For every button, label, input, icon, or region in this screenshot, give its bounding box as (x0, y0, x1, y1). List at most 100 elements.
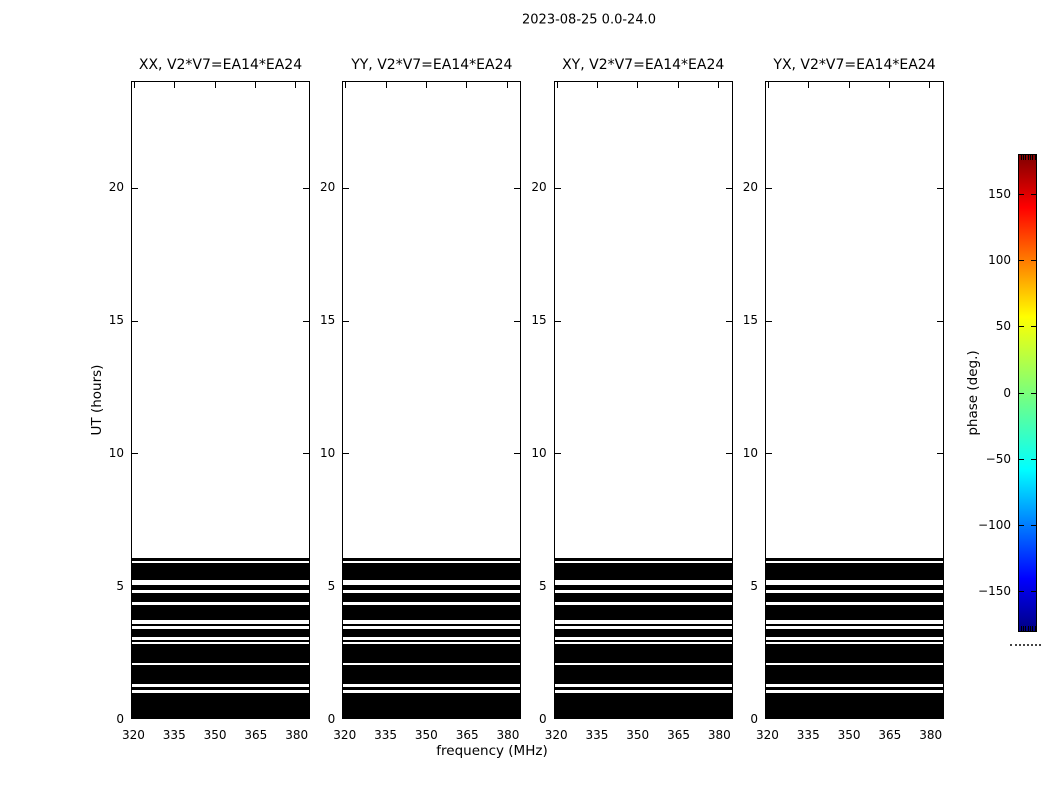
data-band (766, 562, 943, 581)
data-band (554, 605, 732, 621)
colorbar-tick-label: −50 (985, 451, 1011, 466)
y-tick-left (132, 453, 138, 454)
figure-title: 2023-08-25 0.0-24.0 (522, 12, 656, 28)
y-tick-right (937, 320, 943, 322)
y-tick-left (132, 188, 138, 189)
data-band (766, 644, 943, 663)
y-tick-label: 10 (108, 445, 124, 460)
y-tick-label: 10 (531, 445, 547, 460)
x-tick-top (637, 82, 639, 88)
subplot-yy: YY, V2*V7=EA14*EA24 0 5 10 15 20 320 335 350 365… (320, 57, 522, 742)
subplot-title: XY, V2*V7=EA14*EA24 (562, 57, 725, 73)
plot-area (131, 81, 310, 719)
x-tick-label: 320 (333, 728, 357, 742)
data-band (132, 623, 309, 626)
x-tick-label: 335 (374, 728, 397, 742)
y-tick-left (132, 320, 138, 322)
y-tick-right (725, 585, 732, 587)
x-tick-top (345, 82, 347, 88)
y-tick-label: 10 (320, 445, 336, 460)
y-tick-left (766, 585, 772, 587)
y-tick-right (303, 585, 309, 587)
y-tick-right (725, 717, 732, 718)
y-tick-right (303, 717, 309, 718)
y-tick-right (937, 585, 943, 587)
y-tick-label: 0 (539, 711, 547, 726)
colorbar-comb-mark (1027, 626, 1029, 631)
y-tick-left (343, 453, 350, 454)
x-tick-top (174, 82, 176, 88)
x-tick-label: 320 (544, 728, 568, 742)
data-band (766, 592, 943, 602)
y-tick-left (343, 188, 350, 189)
x-tick-label: 365 (667, 728, 690, 742)
colorbar-tick (1019, 590, 1024, 592)
colorbar-tick-label: 50 (995, 319, 1011, 334)
x-tick-top (466, 82, 468, 88)
y-tick-left (766, 453, 772, 454)
data-band (554, 628, 732, 638)
y-tick-right (725, 453, 732, 454)
data-band (554, 665, 732, 684)
colorbar-tick-label: −150 (978, 583, 1011, 598)
plot-area (342, 81, 522, 719)
y-tick-right (725, 320, 732, 322)
y-tick-label: 0 (327, 711, 336, 726)
x-tick-label: 320 (756, 728, 779, 742)
y-tick-label: 10 (742, 445, 758, 460)
colorbar-tick (1031, 590, 1036, 592)
y-tick-label: 15 (742, 312, 758, 327)
colorbar-comb-mark (1029, 155, 1031, 160)
y-tick-label: 5 (750, 578, 758, 593)
y-tick-label: 20 (320, 179, 336, 194)
data-band (766, 687, 943, 691)
subplot-title: YY, V2*V7=EA14*EA24 (351, 57, 513, 73)
x-tick-label: 335 (585, 728, 609, 742)
y-tick-right (514, 320, 521, 322)
data-band (132, 687, 309, 691)
colorbar-tick (1019, 326, 1024, 328)
colorbar-tick (1031, 458, 1036, 460)
colorbar-tick (1019, 392, 1024, 394)
colorbar-comb-mark (1020, 626, 1022, 631)
y-tick-left (766, 188, 772, 189)
y-tick-left (343, 585, 350, 587)
data-band (343, 693, 521, 718)
subplot-yx: YX, V2*V7=EA14*EA24 0 5 10 15 20 320 335 350 365… (743, 57, 944, 742)
colorbar-comb-mark (1034, 155, 1036, 160)
data-band (343, 665, 521, 684)
x-tick-top (506, 82, 508, 88)
plot-area (765, 81, 944, 719)
data-band (343, 644, 521, 663)
data-band (554, 640, 732, 642)
y-tick-left (554, 320, 561, 322)
colorbar-comb-mark (1032, 626, 1034, 631)
x-tick-label: 350 (626, 728, 650, 742)
y-tick-right (514, 453, 521, 454)
y-tick-right (303, 320, 309, 322)
x-tick-label: 350 (837, 728, 861, 742)
data-band (766, 665, 943, 684)
data-band (343, 605, 521, 621)
y-axis-label: UT (hours) (89, 364, 105, 436)
data-band (132, 665, 309, 684)
y-tick-right (937, 453, 943, 454)
colorbar-label: phase (deg.) (965, 350, 981, 436)
colorbar-tick (1031, 392, 1036, 394)
data-band (554, 592, 732, 602)
y-tick-right (303, 453, 309, 454)
data-band (766, 623, 943, 626)
x-tick-label: 380 (496, 728, 520, 742)
colorbar-comb-mark (1022, 155, 1024, 160)
x-tick-top (214, 82, 216, 88)
colorbar-tick (1019, 260, 1024, 262)
y-tick-left (766, 717, 772, 718)
data-band (132, 592, 309, 602)
y-tick-left (343, 717, 350, 718)
data-band (132, 605, 309, 621)
y-tick-right (937, 717, 943, 718)
y-tick-label: 0 (116, 711, 124, 726)
data-band (554, 623, 732, 626)
x-tick-top (425, 82, 427, 88)
colorbar-comb-mark (1022, 626, 1024, 631)
